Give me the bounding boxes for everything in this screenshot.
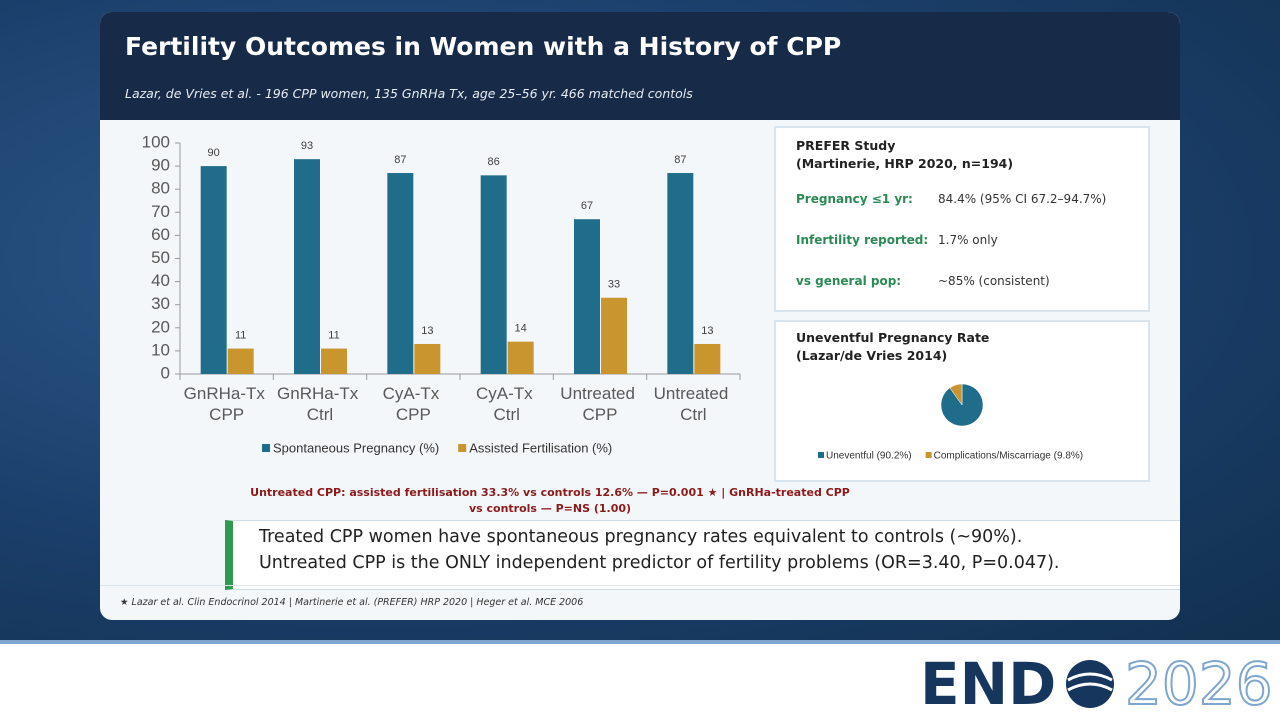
row-label: Infertility reported:	[796, 233, 929, 247]
x-tick-label: Untreated CPP	[560, 384, 639, 424]
legend-swatch	[458, 444, 467, 452]
data-label: 13	[701, 325, 713, 337]
y-tick-label: 10	[151, 340, 170, 359]
bar	[200, 166, 227, 374]
y-tick-label: 30	[151, 294, 170, 313]
logo-globe-lines	[1067, 672, 1113, 692]
footnote: ★ Lazar et al. Clin Endocrinol 2014 | Ma…	[120, 597, 584, 608]
key-message: Treated CPP women have spontaneous pregn…	[225, 520, 1180, 590]
legend-swatch	[925, 452, 932, 458]
bar	[414, 343, 441, 374]
x-tick-label: CyA-Tx CPP	[383, 384, 444, 424]
legend-label: Complications/Miscarriage (9.8%)	[934, 451, 1084, 462]
bar	[601, 297, 627, 374]
y-tick-label: 60	[151, 225, 170, 244]
data-label: 87	[674, 154, 686, 166]
row-value: 84.4% (95% CI 67.2–94.7%)	[938, 192, 1107, 206]
y-tick-label: 90	[151, 156, 170, 175]
panel-subtitle: (Lazar/de Vries 2014)	[796, 348, 948, 363]
panel-title: PREFER Study	[796, 138, 896, 153]
data-label: 11	[328, 329, 339, 341]
bar	[387, 173, 414, 374]
bar	[574, 219, 600, 374]
x-tick-label: Untreated Ctrl	[654, 384, 733, 424]
row-label: vs general pop:	[796, 274, 902, 288]
y-tick-label: 80	[151, 179, 170, 198]
data-label: 86	[488, 156, 500, 168]
header: Fertility Outcomes in Women with a Histo…	[100, 12, 1180, 120]
data-label: 87	[394, 154, 406, 166]
slide-subtitle: Lazar, de Vries et al. - 196 CPP women, …	[125, 86, 693, 101]
key-line: Treated CPP women have spontaneous pregn…	[259, 527, 1023, 547]
bar	[667, 173, 694, 374]
key-line: Untreated CPP is the ONLY independent pr…	[259, 553, 1060, 573]
row-label: Pregnancy ≤1 yr:	[796, 192, 913, 206]
slide: Fertility Outcomes in Women with a Histo…	[100, 12, 1180, 620]
data-label: 93	[301, 140, 313, 152]
prefer-panel: PREFER Study (Martinerie, HRP 2020, n=19…	[774, 126, 1150, 312]
data-label: 67	[581, 200, 593, 212]
y-tick-label: 0	[161, 363, 170, 382]
pie-slice	[949, 383, 963, 406]
legend-swatch	[262, 444, 270, 452]
x-tick-label: GnRHa-Tx Ctrl	[277, 384, 363, 424]
data-label: 14	[515, 323, 527, 335]
row-value: ~85% (consistent)	[938, 274, 1050, 288]
bar	[294, 159, 320, 374]
separator	[100, 585, 1180, 586]
y-tick-label: 50	[151, 248, 170, 267]
y-tick-label: 20	[151, 317, 170, 336]
panel-title: Uneventful Pregnancy Rate	[796, 330, 990, 345]
legend-label: Assisted Fertilisation (%)	[469, 440, 612, 455]
logo-bold: END	[920, 650, 1057, 718]
y-tick-label: 70	[151, 202, 170, 221]
data-label: 90	[208, 147, 220, 159]
x-tick-label: CyA-Tx Ctrl	[476, 384, 537, 424]
row-value: 1.7% only	[938, 233, 998, 247]
data-label: 33	[608, 279, 620, 291]
y-tick-label: 40	[151, 271, 170, 290]
y-tick-label: 100	[142, 132, 170, 151]
x-tick-label: GnRHa-Tx CPP	[184, 384, 270, 424]
data-label: 11	[235, 329, 246, 341]
bar	[507, 341, 534, 374]
bar	[694, 343, 721, 374]
bar	[227, 348, 254, 374]
bar	[480, 175, 507, 374]
panel-subtitle: (Martinerie, HRP 2020, n=194)	[796, 156, 1014, 171]
data-label: 13	[421, 325, 433, 337]
slide-title: Fertility Outcomes in Women with a Histo…	[125, 32, 842, 61]
chart-note: Untreated CPP: assisted fertilisation 33…	[250, 486, 850, 515]
legend-swatch	[818, 452, 824, 458]
logo-year: 2026	[1124, 650, 1274, 718]
bar	[321, 348, 347, 374]
legend-label: Spontaneous Pregnancy (%)	[273, 440, 439, 455]
legend-label: Uneventful (90.2%)	[826, 451, 912, 462]
